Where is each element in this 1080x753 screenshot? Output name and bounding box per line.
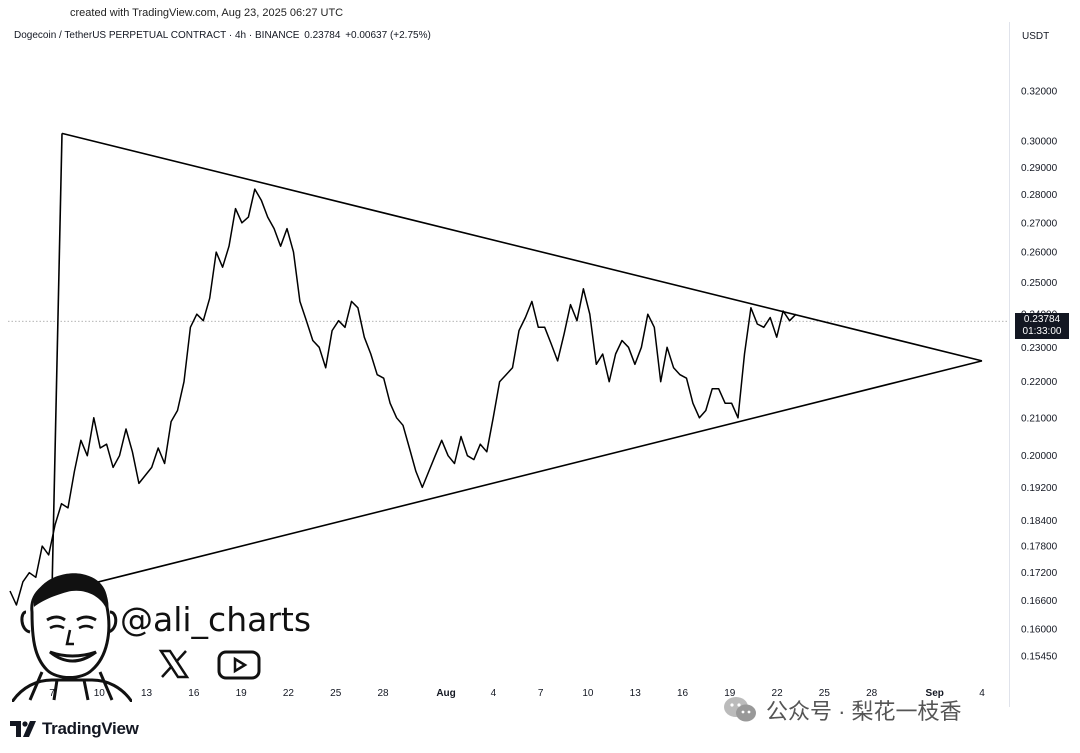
- youtube-icon[interactable]: [217, 650, 261, 680]
- triangle-left-edge[interactable]: [51, 133, 63, 592]
- y-axis: 0.32000 0.30000 0.29000 0.28000 0.27000 0.260…: [1021, 87, 1058, 663]
- cartoon-avatar: [12, 573, 132, 702]
- y-tick-label: 0.16000: [1021, 624, 1058, 635]
- y-tick-label: 0.32000: [1021, 87, 1058, 98]
- tradingview-logo-text: TradingView: [42, 719, 139, 738]
- x-tick-label: 4: [491, 688, 497, 699]
- y-tick-label: 0.29000: [1021, 163, 1058, 174]
- y-tick-label: 0.20000: [1021, 451, 1058, 462]
- x-tick-label: Sep: [926, 688, 944, 699]
- author-handle: @ali_charts: [120, 600, 312, 639]
- y-tick-label: 0.23000: [1021, 343, 1058, 354]
- x-tick-label: 19: [724, 688, 736, 699]
- y-tick-label: 0.30000: [1021, 137, 1058, 148]
- price-series: [9, 188, 797, 606]
- x-tick-label: 13: [630, 688, 642, 699]
- x-tick-label: 4: [979, 688, 985, 699]
- x-tick-label: 22: [772, 688, 784, 699]
- price-scale-border: [1009, 22, 1010, 707]
- wechat-watermark: 公众号 · 梨花一枝香: [722, 694, 962, 726]
- y-tick-label: 0.15450: [1021, 652, 1058, 663]
- y-tick-label: 0.17800: [1021, 542, 1058, 553]
- x-tick-label: 10: [582, 688, 594, 699]
- y-tick-label: 0.19200: [1021, 483, 1058, 494]
- y-tick-label: 0.21000: [1021, 413, 1058, 424]
- x-tick-label: 13: [141, 688, 153, 699]
- y-tick-label: 0.16600: [1021, 596, 1058, 607]
- currency-label[interactable]: USDT: [1022, 31, 1050, 42]
- symbol-header: Dogecoin / TetherUS PERPETUAL CONTRACT ·…: [14, 30, 433, 41]
- x-axis: 7 10 13 16 19 22 25 28 Aug 4 7 10 13 16 19 22 25 28 Sep 4: [49, 688, 985, 699]
- x-tick-label: 25: [819, 688, 831, 699]
- y-tick-label: 0.18400: [1021, 516, 1058, 527]
- y-tick-label: 0.27000: [1021, 218, 1058, 229]
- x-logo-icon[interactable]: [158, 648, 190, 680]
- created-caption: created with TradingView.com, Aug 23, 20…: [70, 7, 344, 19]
- x-tick-label: 28: [866, 688, 878, 699]
- x-tick-label: 16: [677, 688, 689, 699]
- bar-countdown: 01:33:00: [1022, 326, 1062, 337]
- current-price-value: 0.23784: [1023, 314, 1061, 325]
- last-price: 0.23784: [304, 30, 341, 41]
- descending-resistance-line[interactable]: [61, 132, 983, 362]
- x-tick-label: 10: [94, 688, 106, 699]
- triangle-trendlines: [51, 132, 983, 592]
- x-tick-label: 22: [283, 688, 295, 699]
- x-tick-label: 7: [49, 688, 55, 699]
- y-tick-label: 0.28000: [1021, 190, 1058, 201]
- x-tick-label: 28: [377, 688, 389, 699]
- x-tick-label: 7: [538, 688, 544, 699]
- tradingview-logo[interactable]: TradingView: [10, 718, 139, 740]
- x-tick-label: 16: [188, 688, 200, 699]
- ascending-support-line[interactable]: [61, 360, 983, 592]
- x-tick-label: 19: [236, 688, 248, 699]
- wechat-icon: [724, 697, 756, 722]
- y-tick-label: 0.26000: [1021, 248, 1058, 259]
- symbol-name[interactable]: Dogecoin / TetherUS PERPETUAL CONTRACT ·…: [14, 30, 300, 41]
- tradingview-logo-icon: [10, 721, 36, 737]
- y-tick-label: 0.22000: [1021, 377, 1058, 388]
- watermark-text: 公众号 · 梨花一枝香: [766, 699, 962, 724]
- y-tick-label: 0.25000: [1021, 278, 1058, 289]
- price-change: +0.00637 (+2.75%): [345, 30, 431, 41]
- current-price-tag: 0.23784 01:33:00: [1015, 313, 1069, 339]
- x-tick-label: 25: [330, 688, 342, 699]
- price-line[interactable]: [9, 188, 797, 606]
- y-tick-label: 0.17200: [1021, 568, 1058, 579]
- x-tick-label: Aug: [436, 688, 455, 699]
